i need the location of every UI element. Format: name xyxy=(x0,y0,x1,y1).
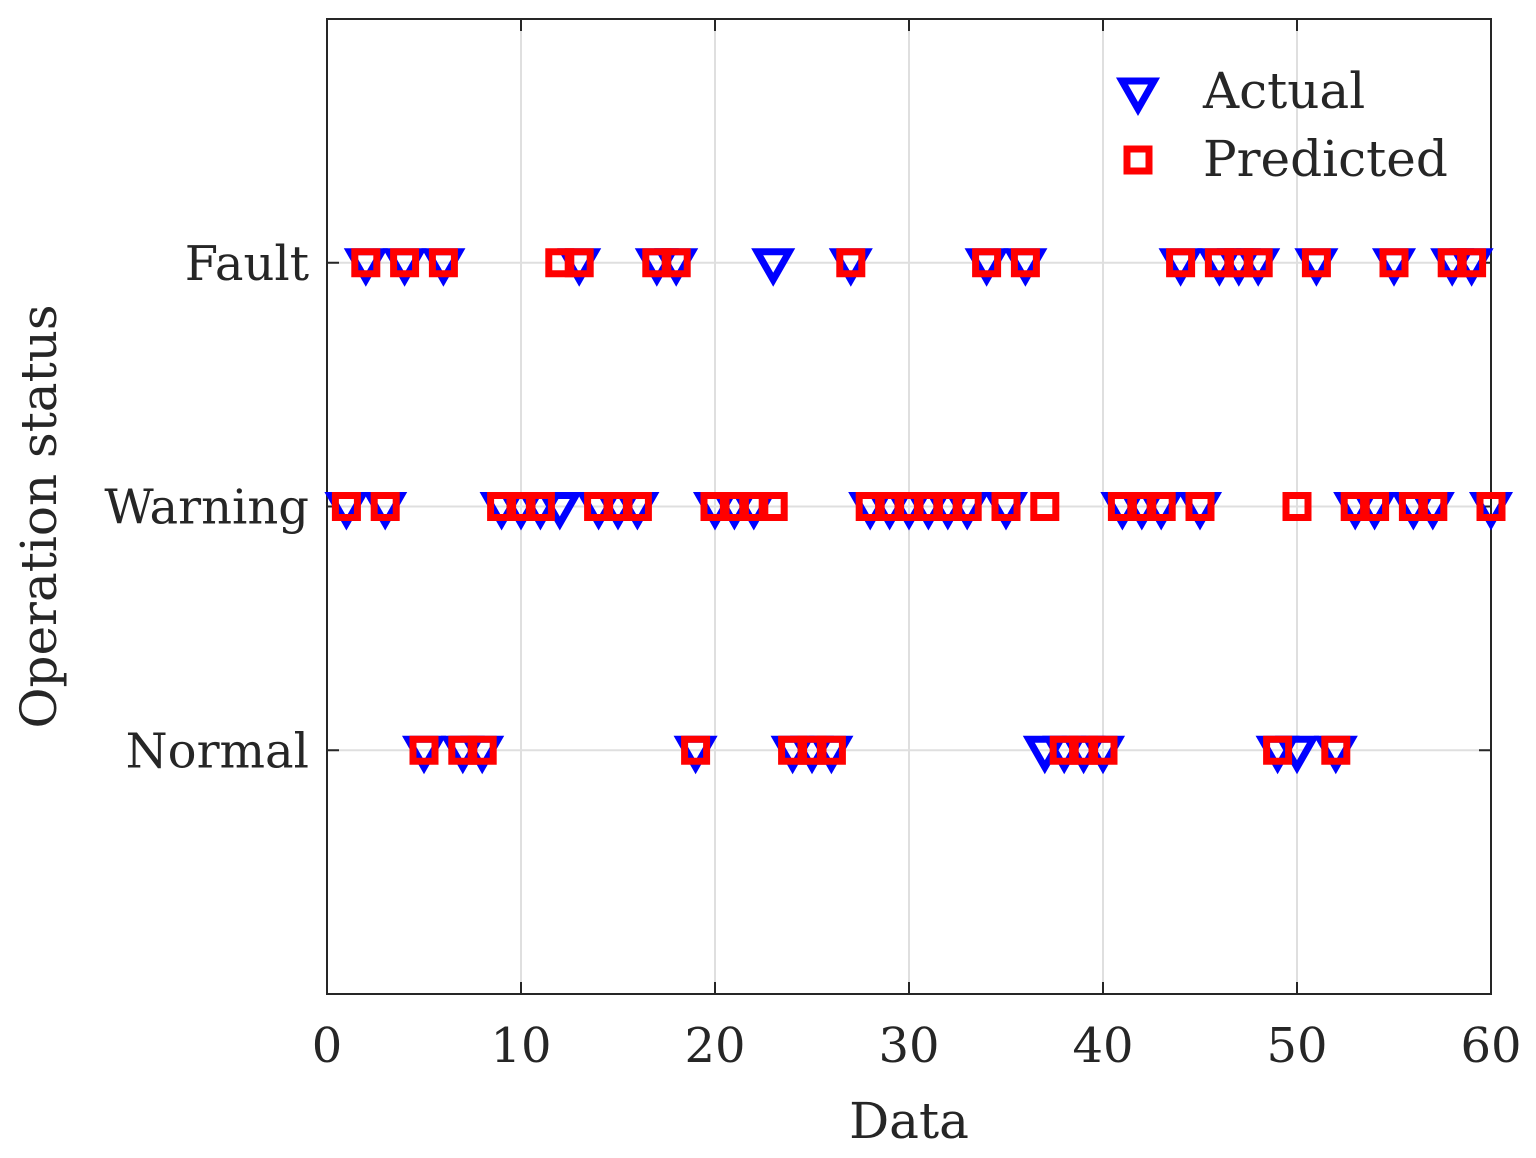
predicted-point xyxy=(467,735,497,765)
predicted-point xyxy=(1476,492,1506,521)
predicted-point xyxy=(952,492,982,521)
legend-label-predicted: Predicted xyxy=(1203,130,1448,188)
y-tick-label: Warning xyxy=(104,480,309,536)
predicted-point xyxy=(681,735,711,765)
y-tick-labels: Normal Warning Fault xyxy=(104,236,309,780)
x-axis-label: Data xyxy=(849,1092,969,1150)
predicted-point xyxy=(1146,492,1176,521)
predicted-point xyxy=(1030,492,1060,521)
predicted-point xyxy=(1166,248,1196,278)
legend-marker-actual xyxy=(1115,77,1161,117)
predicted-point xyxy=(836,248,866,278)
predicted-point xyxy=(1282,492,1312,521)
predicted-point xyxy=(1088,735,1118,765)
predicted-point xyxy=(390,248,420,278)
x-tick-label: 10 xyxy=(490,1018,551,1074)
predicted-point xyxy=(1457,248,1487,278)
x-tick-label: 60 xyxy=(1460,1018,1521,1074)
y-tick-label: Fault xyxy=(185,236,309,292)
predicted-point xyxy=(331,492,361,521)
predicted-point xyxy=(1301,248,1331,278)
predicted-point xyxy=(758,492,788,521)
predicted-point xyxy=(1379,248,1409,278)
predicted-point xyxy=(1263,735,1293,765)
predicted-point xyxy=(1010,248,1040,278)
predicted-point xyxy=(991,492,1021,521)
series-predicted xyxy=(331,248,1506,765)
x-tick-labels: 0 10 20 30 40 50 60 xyxy=(312,1018,1522,1074)
legend-label-actual: Actual xyxy=(1202,62,1365,120)
x-tick-label: 20 xyxy=(684,1018,745,1074)
predicted-point xyxy=(351,248,381,278)
predicted-point xyxy=(972,248,1002,278)
y-tick-label: Normal xyxy=(126,723,309,779)
predicted-point xyxy=(661,248,691,278)
legend: Actual Predicted xyxy=(1115,62,1448,188)
predicted-point xyxy=(1243,248,1273,278)
predicted-point xyxy=(1418,492,1448,521)
predicted-point xyxy=(370,492,400,521)
legend-square-marker xyxy=(1123,145,1153,175)
predicted-point xyxy=(428,248,458,278)
y-axis-label: Operation status xyxy=(10,304,68,728)
x-tick-label: 30 xyxy=(878,1018,939,1074)
x-tick-label: 50 xyxy=(1266,1018,1327,1074)
predicted-point xyxy=(1360,492,1390,521)
predicted-point xyxy=(564,248,594,278)
predicted-point xyxy=(622,492,652,521)
predicted-point xyxy=(1185,492,1215,521)
actual-point xyxy=(751,248,796,287)
predicted-point xyxy=(409,735,439,765)
x-tick-label: 40 xyxy=(1072,1018,1133,1074)
legend-triangle-marker xyxy=(1115,77,1161,117)
predicted-point xyxy=(816,735,846,765)
legend-marker-predicted xyxy=(1123,145,1153,175)
series-layer xyxy=(324,248,1514,775)
x-tick-label: 0 xyxy=(312,1018,343,1074)
predicted-point xyxy=(525,492,555,521)
predicted-point xyxy=(1321,735,1351,765)
